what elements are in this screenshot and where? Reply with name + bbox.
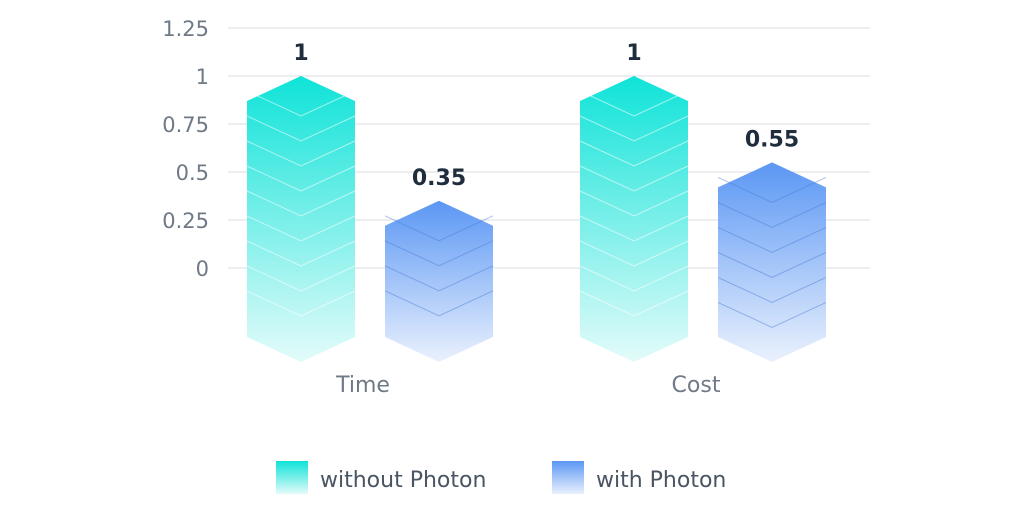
legend-label: without Photon bbox=[320, 468, 486, 493]
legend-swatch bbox=[552, 461, 584, 494]
data-label: 0.35 bbox=[412, 166, 466, 191]
y-tick-label: 1.25 bbox=[162, 17, 209, 41]
data-label: 1 bbox=[626, 41, 641, 66]
y-tick-label: 0.25 bbox=[162, 209, 209, 233]
y-tick-label: 0.5 bbox=[176, 161, 209, 185]
legend-swatch bbox=[276, 461, 308, 494]
bar bbox=[579, 76, 689, 362]
bar bbox=[717, 162, 827, 362]
y-tick-label: 0 bbox=[196, 257, 209, 281]
legend-label: with Photon bbox=[596, 468, 726, 493]
y-tick-label: 1 bbox=[196, 65, 209, 89]
x-category-label: Time bbox=[335, 373, 390, 398]
data-label: 0.55 bbox=[745, 127, 799, 152]
y-tick-label: 0.75 bbox=[162, 113, 209, 137]
data-label: 1 bbox=[293, 41, 308, 66]
x-category-label: Cost bbox=[672, 373, 721, 398]
bar bbox=[384, 200, 494, 362]
bar bbox=[246, 76, 356, 362]
